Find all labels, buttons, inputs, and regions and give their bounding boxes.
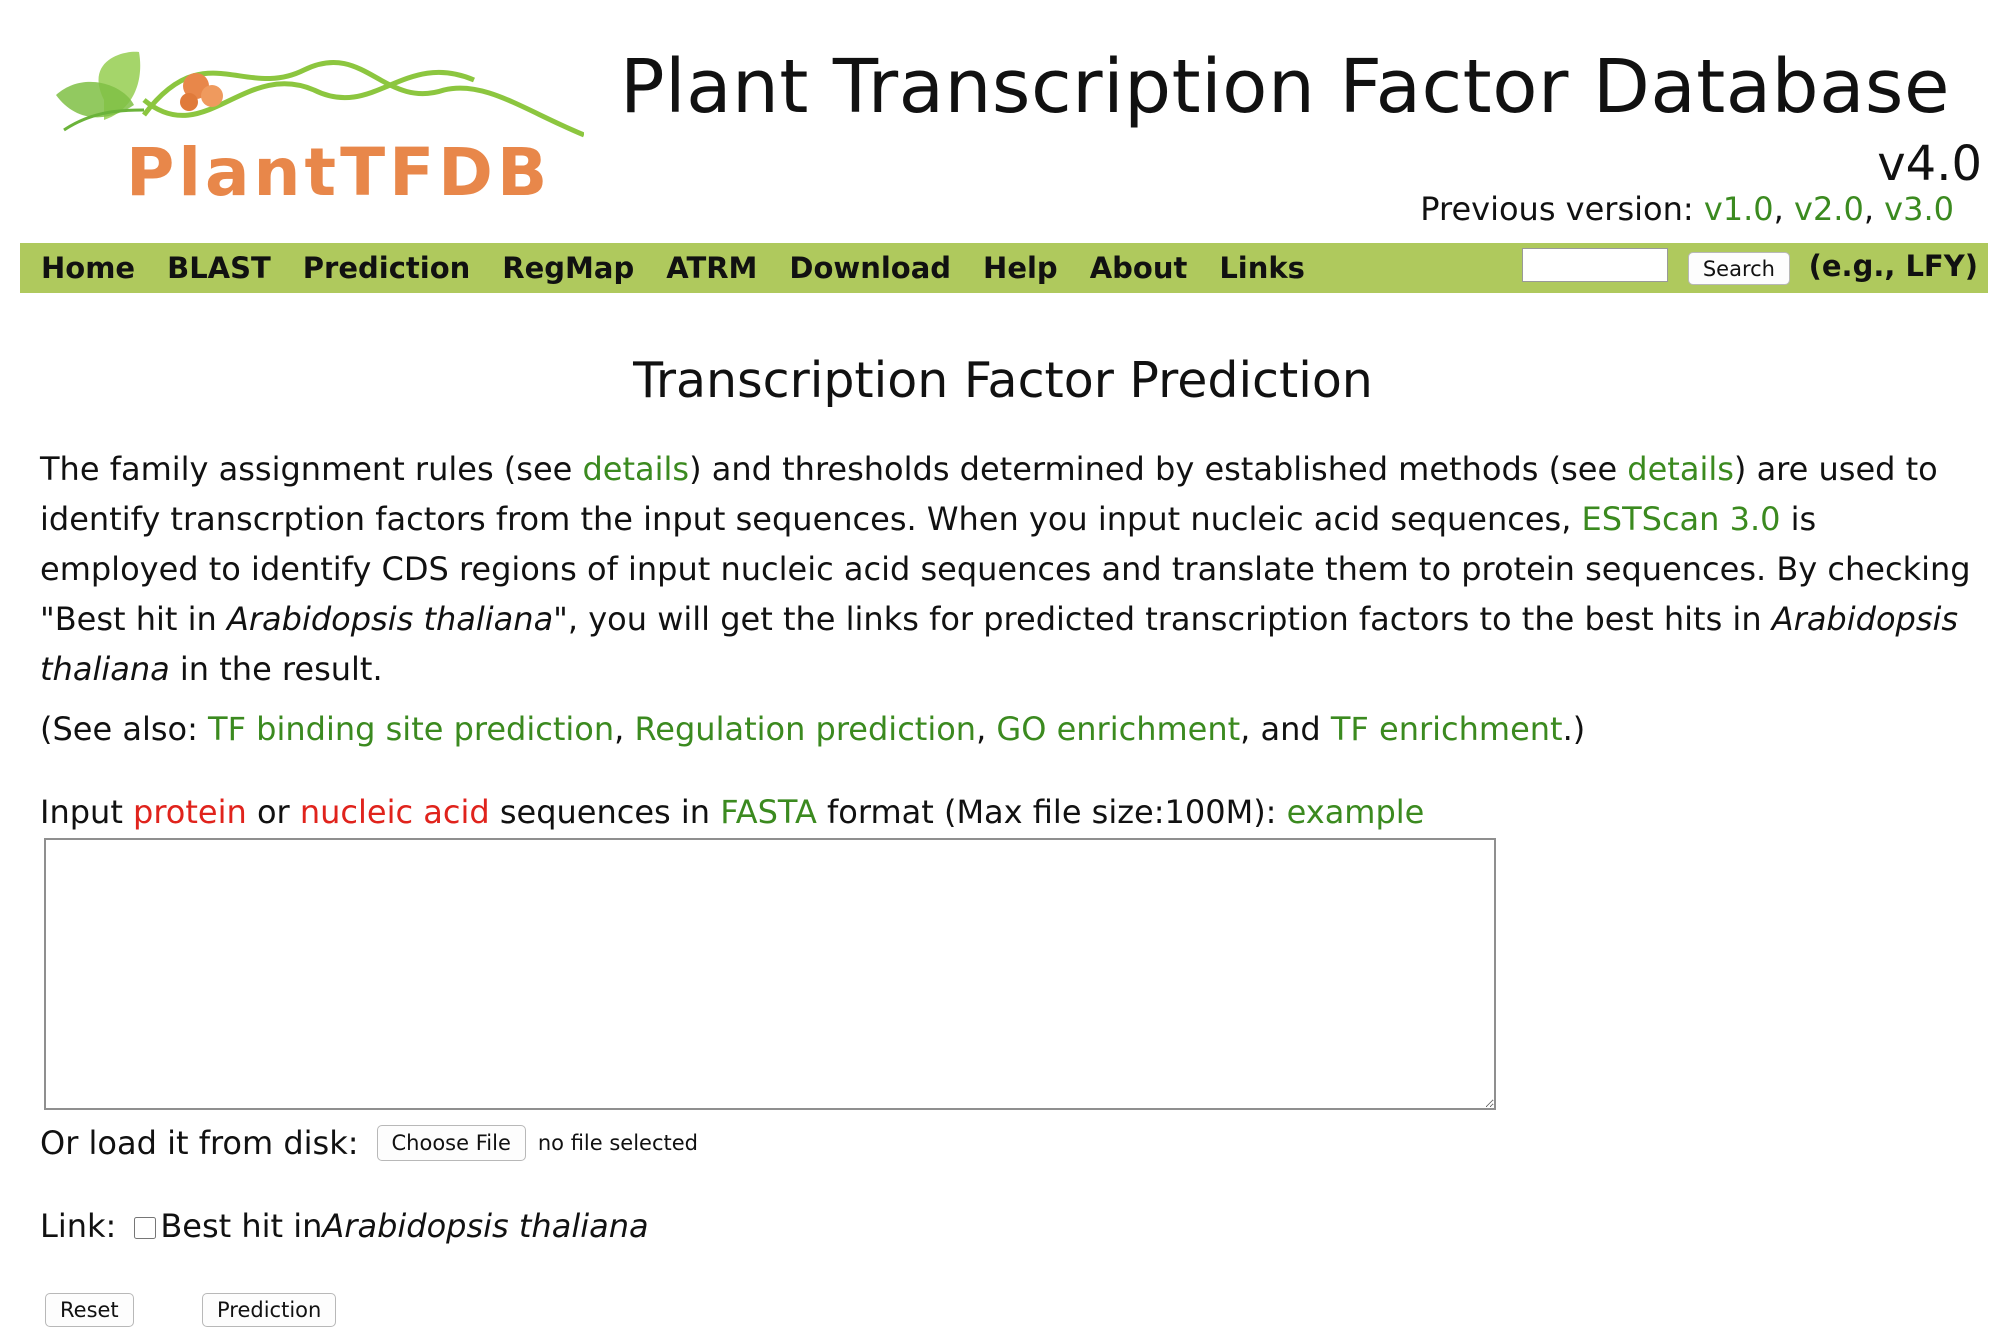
input-label-text: sequences in: [489, 793, 721, 831]
details-link-rules[interactable]: details: [582, 450, 690, 488]
load-file-row: Or load it from disk: Choose File no fil…: [40, 1124, 698, 1162]
nav-blast[interactable]: BLAST: [167, 251, 271, 285]
sequence-textarea[interactable]: [44, 838, 1496, 1110]
intro-text: is employed to identify CDS regions of i…: [40, 500, 1971, 638]
go-enrichment-link[interactable]: GO enrichment: [996, 710, 1241, 748]
link-option-row: Link: Best hit in Arabidopsis thaliana: [40, 1207, 649, 1245]
nav-home[interactable]: Home: [41, 251, 136, 285]
version-link-v2[interactable]: v2.0: [1794, 190, 1864, 228]
best-hit-label: Best hit in: [160, 1207, 323, 1245]
example-link[interactable]: example: [1286, 793, 1425, 831]
planttfdb-logo[interactable]: PlantTFDB: [44, 40, 585, 211]
input-label-text: or: [246, 793, 300, 831]
logo-text: PlantTFDB: [126, 134, 551, 210]
intro-text: in the result.: [169, 650, 383, 688]
file-status: no file selected: [537, 1131, 699, 1155]
tf-binding-site-link[interactable]: TF binding site prediction: [208, 710, 615, 748]
intro-text: ", you will get the links for predicted …: [553, 600, 1772, 638]
version-link-v3[interactable]: v3.0: [1884, 190, 1954, 228]
see-also-text: ,: [976, 710, 997, 748]
search-button[interactable]: Search: [1687, 252, 1790, 285]
details-link-thresholds[interactable]: details: [1627, 450, 1734, 488]
page-heading: Transcription Factor Prediction: [633, 352, 1373, 409]
input-label-text: Input: [40, 793, 134, 831]
version-link-v1[interactable]: v1.0: [1703, 190, 1774, 228]
search-input[interactable]: [1522, 248, 1668, 282]
input-label-text: format (Max file size:100M):: [816, 793, 1287, 831]
intro-text: The family assignment rules (see: [40, 450, 583, 488]
nav-download[interactable]: Download: [789, 251, 952, 285]
prediction-button[interactable]: Prediction: [202, 1293, 337, 1327]
intro-paragraph: The family assignment rules (see details…: [40, 444, 1980, 694]
load-file-label: Or load it from disk:: [40, 1124, 359, 1162]
previous-version-label: Previous version:: [1420, 190, 1704, 228]
input-label: Input protein or nucleic acid sequences …: [40, 793, 1424, 831]
fasta-link[interactable]: FASTA: [720, 793, 817, 831]
see-also-text: , and: [1240, 710, 1331, 748]
version-separator: ,: [1863, 190, 1885, 228]
nav-bar: Home BLAST Prediction RegMap ATRM Downlo…: [20, 243, 1988, 293]
protein-label: protein: [133, 793, 247, 831]
nav-links-item[interactable]: Links: [1219, 251, 1305, 285]
estscan-link[interactable]: ESTScan 3.0: [1581, 500, 1781, 538]
search-box: [1522, 248, 1668, 282]
site-title: Plant Transcription Factor Database: [619, 44, 1950, 130]
see-also-text: .): [1562, 710, 1586, 748]
best-hit-species: Arabidopsis thaliana: [322, 1207, 649, 1245]
choose-file-button[interactable]: Choose File: [376, 1125, 526, 1161]
nav-help[interactable]: Help: [983, 251, 1058, 285]
nav-regmap[interactable]: RegMap: [502, 251, 635, 285]
intro-text: ) and thresholds determined by establish…: [689, 450, 1628, 488]
tf-enrichment-link[interactable]: TF enrichment: [1330, 710, 1563, 748]
nucleic-acid-label: nucleic acid: [299, 793, 490, 831]
version-separator: ,: [1773, 190, 1794, 228]
nav-prediction[interactable]: Prediction: [302, 251, 471, 285]
nav-about[interactable]: About: [1089, 251, 1188, 285]
see-also-line: (See also: TF binding site prediction, R…: [40, 710, 1585, 748]
species-name: Arabidopsis thaliana: [226, 600, 554, 638]
link-label: Link:: [40, 1207, 117, 1245]
nav-links: Home BLAST Prediction RegMap ATRM Downlo…: [41, 251, 1337, 285]
see-also-text: ,: [614, 710, 635, 748]
search-example-hint: (e.g., LFY): [1808, 249, 1978, 283]
logo-graphic: PlantTFDB: [56, 51, 585, 211]
previous-versions: Previous version: v1.0, v2.0, v3.0: [1420, 190, 1954, 228]
best-hit-checkbox[interactable]: [134, 1217, 157, 1239]
reset-button[interactable]: Reset: [45, 1293, 134, 1327]
nav-atrm[interactable]: ATRM: [666, 251, 758, 285]
regulation-prediction-link[interactable]: Regulation prediction: [634, 710, 977, 748]
species-name: Arabidopsis thaliana: [40, 600, 1959, 688]
intro-text: ) are used to identify transcrption fact…: [40, 450, 1938, 538]
version-label: v4.0: [1877, 136, 1982, 192]
see-also-text: (See also:: [40, 710, 209, 748]
